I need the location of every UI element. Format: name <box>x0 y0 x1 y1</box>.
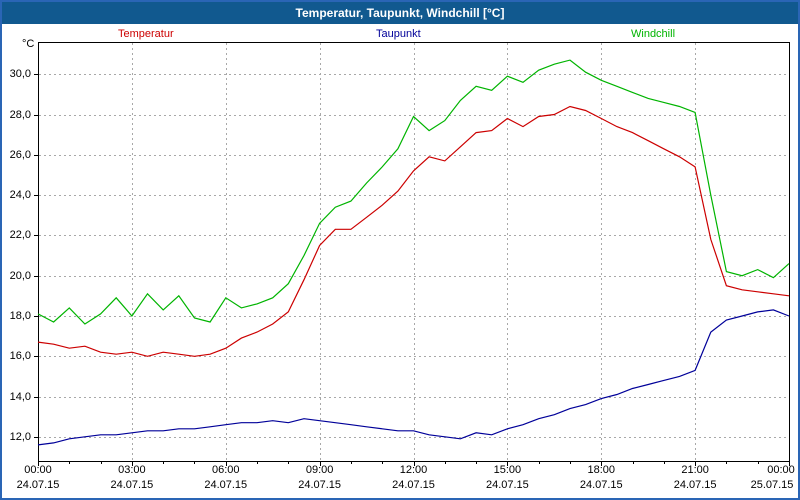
x-tick-date-label: 24.07.15 <box>16 479 60 491</box>
y-tick-label: 30,0 <box>9 68 31 81</box>
window-title: Temperatur, Taupunkt, Windchill [°C] <box>295 6 505 20</box>
x-tick-date-label: 24.07.15 <box>485 479 529 491</box>
y-tick-label: 16,0 <box>9 350 31 363</box>
plot-border <box>38 42 790 462</box>
x-tick-time-label: 00:00 <box>767 464 795 476</box>
x-tick-time-label: 18:00 <box>587 464 616 476</box>
y-axis-unit-label: °C <box>22 38 35 50</box>
x-tick-date-label: 24.07.15 <box>298 479 342 491</box>
y-tick-label: 22,0 <box>9 229 31 242</box>
x-tick-date-label: 24.07.15 <box>673 479 717 491</box>
title-bar: Temperatur, Taupunkt, Windchill [°C] <box>2 2 798 24</box>
series-windchill <box>37 59 790 325</box>
y-tick-label: 14,0 <box>9 390 31 403</box>
series-taupunkt <box>37 309 790 446</box>
y-tick-label: 24,0 <box>9 189 31 202</box>
x-tick-date-label: 24.07.15 <box>110 479 154 491</box>
x-tick-time-label: 15:00 <box>493 464 522 476</box>
y-tick-label: 28,0 <box>9 108 31 121</box>
chart-canvas <box>34 42 790 466</box>
y-tick-label: 26,0 <box>9 148 31 161</box>
x-tick-time-label: 12:00 <box>399 464 428 476</box>
legend-taupunkt: Taupunkt <box>376 28 421 40</box>
x-tick-time-label: 06:00 <box>211 464 240 476</box>
x-tick-time-label: 00:00 <box>24 464 52 476</box>
y-tick-label: 12,0 <box>9 430 31 443</box>
x-tick-date-label: 24.07.15 <box>392 479 435 491</box>
y-tick-label: 18,0 <box>9 309 31 322</box>
x-tick-time-label: 09:00 <box>305 464 334 476</box>
y-axis-labels: 30,0 28,0 26,0 24,0 22,0 20,0 18,0 16,0 14,0 12,0 <box>2 42 33 467</box>
x-tick-time-label: 21:00 <box>681 464 709 476</box>
series-temperatur <box>37 105 790 357</box>
y-tick-label: 20,0 <box>9 269 31 282</box>
legend-temperatur: Temperatur <box>118 28 174 40</box>
legend-windchill: Windchill <box>631 28 676 40</box>
x-tick-date-label: 24.07.15 <box>204 479 248 491</box>
x-tick-date-label: 25.07.15 <box>750 479 794 491</box>
x-tick-date-label: 24.07.15 <box>579 479 623 491</box>
x-tick-time-label: 03:00 <box>118 464 146 476</box>
